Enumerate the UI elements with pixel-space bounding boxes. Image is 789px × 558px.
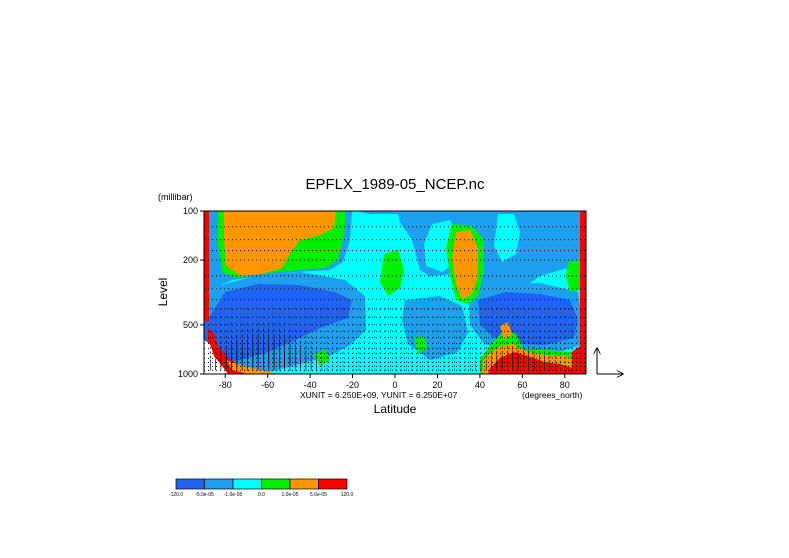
colorbar-swatch — [175, 478, 205, 490]
x-tick-label: 0 — [392, 380, 397, 390]
x-tick-label: -60 — [261, 380, 274, 390]
colorbar-tick-label: -1.0e-05 — [224, 492, 243, 498]
x-axis-label: Latitude — [374, 402, 417, 416]
chart-title: EPFLX_1989-05_NCEP.nc — [305, 176, 485, 193]
colorbar-tick-label: -5.0e-05 — [195, 492, 214, 498]
field-orange-east — [452, 230, 478, 300]
colorbar-tick-label: 1.0e-05 — [282, 492, 299, 498]
field-red-south-lower — [208, 328, 262, 374]
colorbar-tick-label: 0.0 — [258, 492, 265, 498]
field-red-pole-north — [580, 211, 586, 374]
contour-field — [204, 211, 586, 374]
field-green-spot-2 — [414, 336, 428, 354]
field-green-strip-1 — [380, 250, 404, 296]
field-orange-spot — [500, 322, 512, 340]
colorbar-tick-label: -120.0 — [169, 492, 183, 498]
field-red-north-lower — [488, 352, 572, 374]
field-orange-south-lower — [226, 360, 278, 374]
x-tick-label: -80 — [219, 380, 232, 390]
field-darkblue-south — [208, 284, 352, 364]
colorbar-tick-label: 120.0 — [341, 492, 354, 498]
colorbar-swatch — [318, 478, 348, 490]
x-tick-label: 20 — [432, 380, 442, 390]
colorbar-swatch — [204, 478, 234, 490]
y-tick-label: 500 — [183, 320, 198, 330]
y-tick-label: 100 — [183, 206, 198, 216]
reference-vector — [597, 348, 623, 374]
y-tick-label: 200 — [183, 255, 198, 265]
vector-units-label: XUNIT = 6.250E+09, YUNIT = 6.250E+07 — [300, 390, 458, 400]
field-red-north-edge-low — [572, 346, 580, 374]
field-red-pole-south — [204, 211, 209, 321]
field-lightblue-band-3 — [494, 214, 520, 262]
y-tick-label: 1000 — [178, 369, 198, 379]
x-tick-label: 60 — [517, 380, 527, 390]
colorbar-swatch — [289, 478, 319, 490]
y-axis-label: Level — [156, 278, 170, 307]
x-axis: -80 -60 -40 -20 0 20 40 60 80 — [219, 374, 570, 390]
ep-flux-vectors — [210, 307, 577, 371]
x-unit-label: (degrees_north) — [522, 390, 583, 400]
colorbar-swatch — [232, 478, 262, 490]
colorbar: -120.0 -5.0e-05 -1.0e-05 0.0 1.0e-05 5.0e-05 1… — [169, 478, 354, 498]
x-tick-label: 40 — [475, 380, 485, 390]
field-missing-south — [204, 340, 228, 374]
x-tick-label: -40 — [304, 380, 317, 390]
y-axis: 100 200 500 1000 — [178, 206, 204, 379]
x-tick-label: -20 — [346, 380, 359, 390]
x-tick-label: 80 — [560, 380, 570, 390]
y-unit-label: (millibar) — [158, 192, 193, 202]
colorbar-tick-label: 5.0e-05 — [310, 492, 327, 498]
colorbar-swatch — [261, 478, 291, 490]
